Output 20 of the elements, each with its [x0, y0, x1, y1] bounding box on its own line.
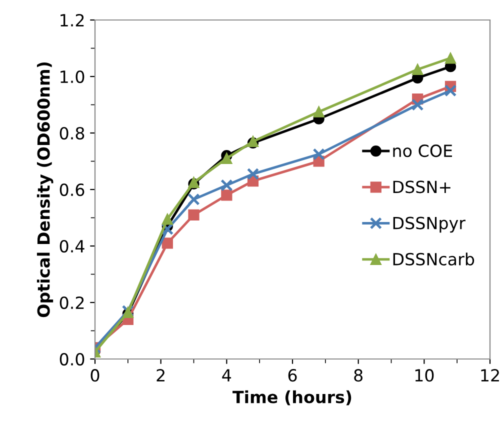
x-tick-label: 8: [354, 369, 362, 382]
legend-label: DSSNcarb: [393, 252, 474, 266]
y-tick-label: 1.0: [60, 70, 84, 84]
y-tick-label: 0.2: [60, 296, 84, 310]
x-axis-title: Time (hours): [232, 390, 352, 406]
y-tick-label: 0.6: [60, 183, 84, 196]
legend-label: DSSN+: [393, 180, 450, 194]
y-tick-label: 0.8: [60, 126, 84, 140]
x-tick-label: 4: [222, 369, 232, 382]
y-axis-title: Optical Density (OD600nm): [36, 62, 54, 318]
x-tick-label: 10: [415, 369, 434, 382]
x-tick-label: 6: [288, 369, 297, 382]
x-tick-label: 12: [481, 369, 499, 382]
y-tick-label: 0.0: [60, 352, 84, 366]
legend-label: DSSNpyr: [393, 216, 466, 233]
y-tick-label: 1.2: [60, 14, 84, 26]
x-tick-label: 2: [156, 369, 164, 382]
y-tick-label: 0.4: [60, 240, 84, 253]
legend-label: no COE: [393, 144, 452, 158]
x-tick-label: 0: [90, 369, 100, 382]
